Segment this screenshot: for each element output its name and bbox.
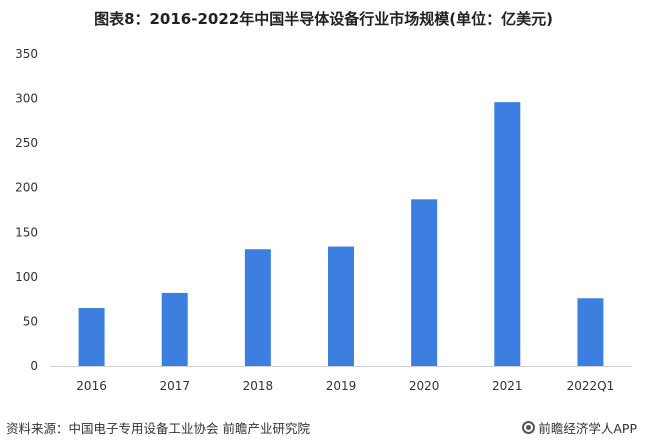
y-tick-label: 350 — [15, 47, 38, 61]
bars — [78, 102, 604, 366]
bar-2016 — [78, 308, 105, 366]
y-tick-label: 50 — [23, 314, 38, 328]
x-tick-label: 2022Q1 — [567, 379, 615, 393]
brand-mark: 前瞻经济学人APP — [522, 418, 637, 437]
bar-2021 — [494, 102, 521, 366]
chart-title: 图表8：2016-2022年中国半导体设备行业市场规模(单位：亿美元) — [94, 10, 553, 28]
y-tick-label: 0 — [30, 359, 38, 373]
bar-2017 — [161, 292, 188, 366]
x-tick-label: 2019 — [326, 379, 357, 393]
x-axis: 2016 2017 2018 2019 2020 2021 2022Q1 — [50, 366, 632, 393]
x-tick-label: 2020 — [409, 379, 440, 393]
x-tick-label: 2021 — [492, 379, 523, 393]
y-tick-label: 150 — [15, 225, 38, 239]
x-tick-label: 2018 — [243, 379, 274, 393]
y-tick-label: 300 — [15, 92, 38, 106]
source-note: 资料来源：中国电子专用设备工业协会 前瞻产业研究院 — [6, 421, 310, 436]
y-axis: 0 50 100 150 200 250 300 350 — [15, 47, 38, 373]
brand-label: 前瞻经济学人APP — [538, 421, 637, 436]
bar-2020 — [411, 199, 438, 366]
bar-2019 — [328, 246, 354, 366]
y-tick-label: 250 — [15, 136, 38, 150]
bar-2022Q1 — [577, 298, 604, 366]
brand-logo-icon — [522, 421, 536, 434]
x-tick-label: 2016 — [76, 379, 107, 393]
y-tick-label: 200 — [15, 181, 38, 195]
x-tick-label: 2017 — [159, 379, 190, 393]
bar-2018 — [244, 249, 271, 366]
y-tick-label: 100 — [15, 270, 38, 284]
